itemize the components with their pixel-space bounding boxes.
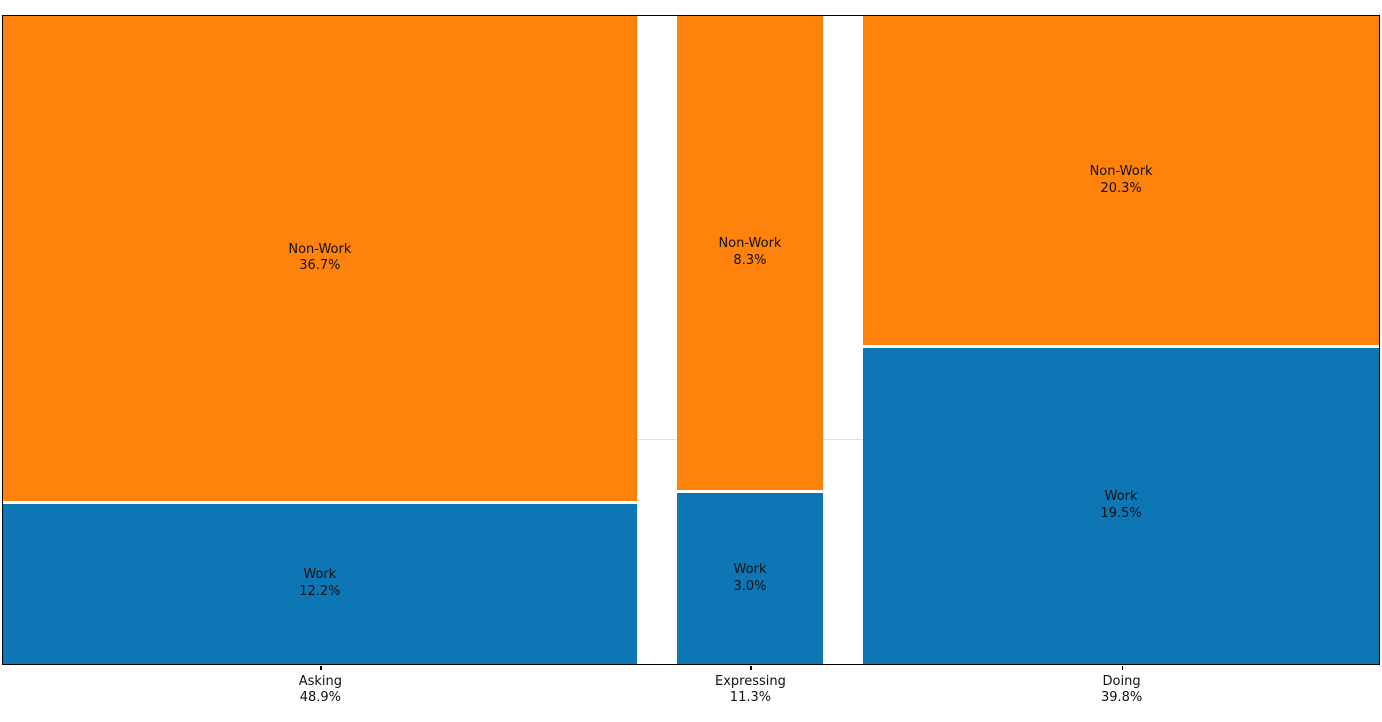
x-tick-label-doing: Doing 39.8% <box>1100 674 1143 706</box>
x-tick-label-asking: Asking 48.9% <box>298 674 343 706</box>
mosaic-tile-doing-work: Work 19.5% <box>863 348 1379 664</box>
mosaic-tile-doing-non-work: Non-Work 20.3% <box>863 16 1379 345</box>
tile-label-work: Work 12.2% <box>299 567 341 599</box>
mosaic-tile-asking-work: Work 12.2% <box>3 503 637 664</box>
tile-label-work: Work 3.0% <box>733 561 767 594</box>
gap-divider-line-0 <box>636 439 677 441</box>
tile-label-non-work: Non-Work 8.3% <box>718 236 782 269</box>
mosaic-column-asking: Non-Work 36.7% Work 12.2% <box>3 16 637 664</box>
tile-label-non-work: Non-Work 36.7% <box>288 241 352 274</box>
mosaic-tile-expressing-non-work: Non-Work 8.3% <box>676 16 824 491</box>
mosaic-column-doing: Non-Work 20.3% Work 19.5% <box>863 16 1379 664</box>
x-axis-tick-asking <box>320 666 322 670</box>
mosaic-column-expressing: Non-Work 8.3% Work 3.0% <box>676 16 824 664</box>
x-tick-label-expressing: Expressing 11.3% <box>715 674 786 706</box>
x-axis-tick-doing <box>1121 666 1123 670</box>
gap-divider-line-1 <box>823 439 864 441</box>
tile-label-work: Work 19.5% <box>1100 489 1142 521</box>
plot-area: Non-Work 36.7% Work 12.2% Non-Work 8.3% Wor… <box>2 15 1380 665</box>
tile-label-non-work: Non-Work 20.3% <box>1089 163 1153 196</box>
mosaic-tile-expressing-work: Work 3.0% <box>676 493 824 664</box>
x-axis-tick-expressing <box>750 666 752 670</box>
mosaic-tile-asking-non-work: Non-Work 36.7% <box>3 16 637 501</box>
